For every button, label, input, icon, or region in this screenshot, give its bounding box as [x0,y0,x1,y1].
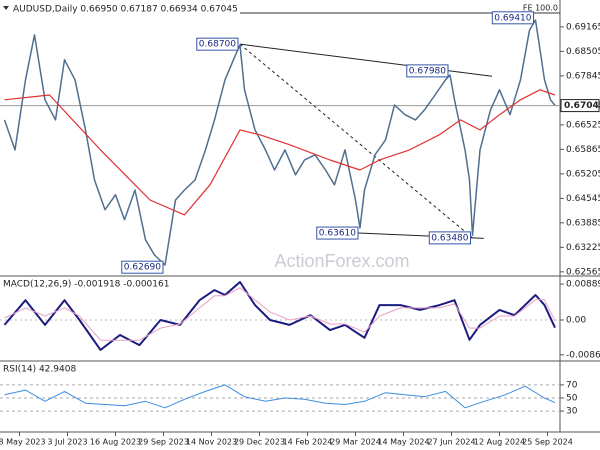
series-line [4,384,556,409]
x-tick-label: 27 Jun 2024 [427,438,475,447]
annotation-box [491,11,534,25]
y-tick-label: 0.64545 [566,194,600,204]
price-annotation: 0.63480 [428,231,471,245]
x-tick-label: 3 Jul 2023 [47,438,87,447]
y-tick-label: 0.00 [566,316,586,326]
annotation-box [406,64,449,78]
rsi-title: RSI(14) 42.9408 [3,365,76,375]
x-tick-label: 14 Feb 2024 [283,438,333,447]
price-annotation: 0.62690 [121,260,164,274]
moving-average [4,89,556,216]
annotation-box [316,226,359,240]
price-annotation: 0.68700 [196,37,239,51]
y-tick-label: 0.62565 [566,267,600,277]
x-tick-label: 29 Sep 2023 [138,438,189,447]
series-line [4,287,556,341]
annotation-box [196,37,239,51]
macd-title: MACD(12,26,9) -0.001918 -0.000161 [3,280,169,290]
y-tick-label: 0.63225 [566,243,600,253]
x-tick-label: 25 Sep 2024 [522,438,573,447]
series-line [3,19,556,266]
price-annotation: 0.63610 [316,226,359,240]
y-tick-label: 0.65865 [566,145,600,155]
y-tick-label: 30 [566,407,578,417]
y-tick-label: 0.68505 [566,47,600,57]
y-tick-label: 0.65205 [566,169,600,179]
annotation-box [428,231,471,245]
series-line [3,281,556,351]
annotation-label: 0.67980 [409,66,446,76]
x-tick-label: 14 May 2024 [377,438,429,447]
fib-level-label: FE 100.0 [523,3,558,12]
chart-title: AUDUSD,Daily 0.66950 0.67187 0.66934 0.6… [13,5,238,15]
y-tick-label: 0.69165 [566,22,600,32]
annotation-label: 0.68700 [199,40,236,50]
y-tick-label: 50 [566,393,578,403]
y-tick-label: 0.66525 [566,120,600,130]
y-tick-label: 0.67845 [566,71,600,81]
annotation-label: 0.69410 [494,13,531,23]
y-tick-label: 70 [566,380,578,390]
x-tick-label: 29 Mar 2024 [330,438,381,447]
symbol-icon [3,6,9,10]
annotation-box [121,260,164,274]
annotation-label: 0.63610 [319,229,356,239]
x-tick-label: 16 Aug 2023 [90,438,141,447]
y-tick-label: 0.008896 [566,280,600,290]
price-annotation: 0.67980 [406,64,449,78]
x-tick-label: 14 Nov 2023 [186,438,237,447]
x-tick-label: 29 Dec 2023 [234,438,285,447]
last-price-box [560,99,600,113]
annotation-label: 0.63480 [431,233,468,243]
trend-line [239,43,473,239]
last-price-label: 0.67045 [564,101,600,111]
price-annotation: 0.69410 [491,11,534,25]
y-tick-label: 0.63885 [566,218,600,228]
watermark: ActionForex.com [274,251,409,271]
trend-line [239,43,493,77]
x-tick-label: 12 Aug 2024 [474,438,525,447]
y-tick-label: -0.008612 [566,350,600,360]
annotation-label: 0.62690 [124,263,161,273]
x-tick-label: 18 May 2023 [0,438,46,447]
